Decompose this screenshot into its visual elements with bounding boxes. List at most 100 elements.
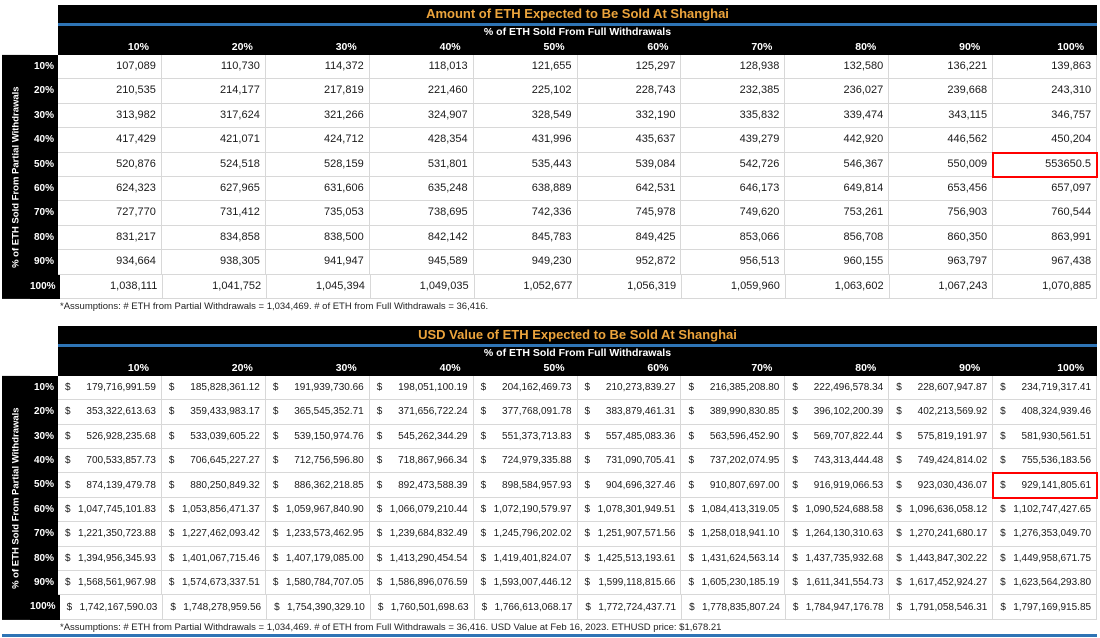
currency-symbol: $ [272,479,279,491]
cell-value: 1,047,745,101.83 [78,504,156,516]
table-cell: 435,637 [577,128,682,153]
table-cell: $886,362,218.85 [265,473,370,498]
table-cell: 960,155 [785,250,890,275]
table-cell: 749,620 [681,201,786,226]
table-cell: 118,013 [369,55,474,80]
table-cell: 646,173 [681,176,786,202]
title-row: USD Value of ETH Expected to Be Sold At … [2,325,1097,347]
table-cell: $216,385,208.80 [681,375,786,401]
currency-symbol: $ [688,528,694,540]
currency-symbol: $ [376,504,383,516]
table-cell: 328,549 [473,103,578,129]
table-cell: $1,096,636,058.12 [889,497,994,523]
table-cell: $749,424,814.02 [889,449,994,474]
currency-symbol: $ [376,430,383,442]
currency-symbol: $ [65,382,71,394]
table-cell: 941,947 [265,250,370,275]
table-cell: 845,783 [473,225,578,251]
cell-value: 724,979,335.88 [502,455,572,467]
cell-value: 1,270,241,680.17 [909,528,988,540]
cell-value: 1,425,513,193.61 [597,552,676,564]
table-row: 90% 934,664 938,305 941,947 945,589 949,230 95… [30,250,1098,275]
table-cell: 967,438 [993,250,1098,275]
table-cell: 627,965 [161,176,266,202]
table-cell: $1,599,118,815.66 [577,571,682,596]
table-cell: $874,139,479.78 [58,473,162,498]
table-cell: $408,324,939.46 [993,400,1098,425]
column-header-row: 10% 20% 30% 40% 50% 60% 70% 80% 90% 100% [2,39,1097,55]
table-cell: 539,084 [577,152,682,177]
table-body: % of ETH Sold From Partial Withdrawals 10… [2,375,1099,620]
cell-value: 1,586,896,076.59 [389,577,468,589]
currency-symbol: $ [65,455,71,467]
table-cell: $198,051,100.19 [369,375,474,401]
table-cell: $1,059,967,840.90 [265,497,370,523]
table-cell: 236,027 [785,79,890,104]
table-cell: 853,066 [681,225,786,251]
currency-symbol: $ [1000,382,1006,394]
table-cell: $179,716,991.59 [58,375,162,401]
row-header: 60% [30,497,58,523]
currency-symbol: $ [688,455,694,467]
row-header: 10% [30,55,58,80]
table-cell: $737,202,074.95 [681,449,786,474]
cell-value: 210,273,839.27 [605,382,676,394]
table-row: 60% 624,323 627,965 631,606 635,248 638,889 64… [30,176,1098,202]
currency-symbol: $ [272,382,279,394]
cell-value: 222,496,578.34 [813,382,884,394]
table-row: 10% 107,089 110,730 114,372 118,013 121,655 12… [30,55,1098,80]
column-header-row: 10% 20% 30% 40% 50% 60% 70% 80% 90% 100% [2,359,1097,376]
row-header: 50% [30,473,58,498]
cell-value: 1,407,179,085.00 [285,552,364,564]
table-row: 30% $526,928,235.68 $533,039,605.22 $539,15… [30,424,1098,450]
cell-value: 1,394,956,345.93 [78,552,156,564]
currency-symbol: $ [168,406,175,418]
highlighted-cell: $929,141,805.61 [992,472,1099,499]
cell-value: 874,139,479.78 [86,479,156,491]
cell-value: 731,090,705.41 [605,455,676,467]
table-cell: $1,754,390,329.10 [267,595,371,620]
table-cell: 742,336 [473,201,578,226]
currency-symbol: $ [65,504,71,516]
cell-value: 353,322,613.63 [86,406,156,418]
table-cell: $1,617,452,924.27 [889,571,994,596]
currency-symbol: $ [792,528,798,540]
row-header: 100% [30,595,60,620]
row-header: 50% [30,152,58,177]
table-cell: $557,485,083.36 [577,424,682,450]
currency-symbol: $ [65,552,71,564]
currency-symbol: $ [376,382,383,394]
cell-value: 563,596,452.90 [709,430,780,442]
cell-value: 1,599,118,815.66 [598,577,676,589]
currency-symbol: $ [168,455,175,467]
currency-symbol: $ [584,382,591,394]
currency-symbol: $ [584,577,591,589]
table-cell: $191,939,730.66 [265,375,370,401]
table-cell: $1,742,167,590.03 [59,595,164,620]
table-cell: $1,102,747,427.65 [993,497,1098,523]
cell-value: 886,362,218.85 [294,479,364,491]
column-header: 80% [855,41,877,53]
currency-symbol: $ [376,406,383,418]
currency-symbol: $ [688,552,694,564]
table-row: 60% $1,047,745,101.83 $1,053,856,471.37 $1,… [30,497,1098,523]
column-header: 90% [959,361,981,374]
table-cell: $1,574,673,337.51 [161,571,266,596]
table-cell: 450,204 [993,128,1098,153]
table-cell: 1,063,602 [785,274,890,299]
table-cell: $1,066,079,210.44 [369,497,474,523]
cell-value: 1,742,167,590.03 [79,601,158,613]
column-header: 100% [1057,41,1085,53]
table-cell: 642,531 [577,176,682,202]
table-cell: $526,928,235.68 [58,424,162,450]
cell-value: 718,867,966.34 [398,455,468,467]
currency-symbol: $ [1000,406,1006,418]
cell-value: 1,797,169,915.85 [1013,601,1092,613]
cell-value: 1,611,341,554.73 [806,577,884,589]
table-cell: 938,305 [161,250,266,275]
cell-value: 923,030,436.07 [917,479,988,491]
table-cell: $1,605,230,185.19 [681,571,786,596]
row-header: 30% [30,424,58,450]
currency-symbol: $ [480,552,487,564]
